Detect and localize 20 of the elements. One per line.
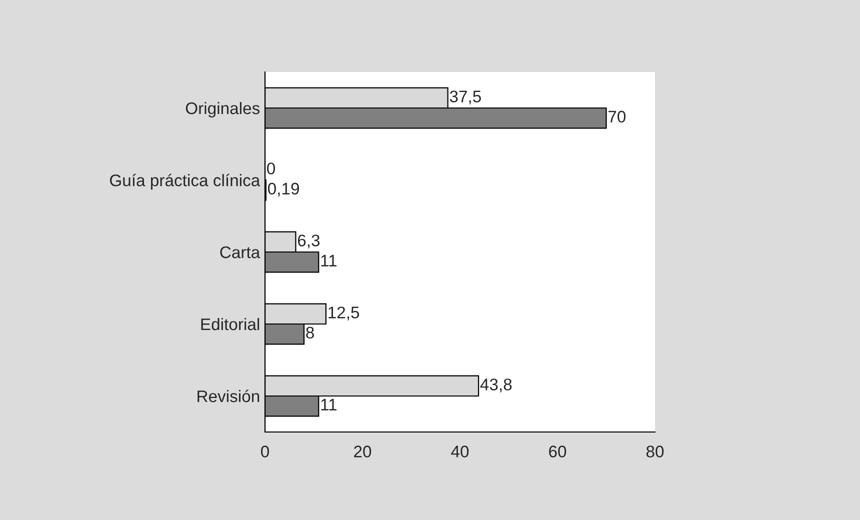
data-label: 11 — [321, 254, 337, 266]
data-label: 0,19 — [268, 182, 299, 197]
y-tick-label: Editorial — [201, 318, 260, 330]
data-label: 8 — [306, 326, 314, 339]
x-tick-label: 0 — [261, 446, 269, 458]
y-tick-label: Originales — [186, 102, 260, 118]
data-label: 12,5 — [328, 306, 360, 320]
x-tick-label: 40 — [451, 446, 469, 458]
data-label: 37,5 — [450, 90, 481, 104]
x-tick-label: 80 — [646, 446, 664, 458]
data-label: 43,8 — [480, 378, 512, 392]
y-tick-label: Guía práctica clínica — [110, 174, 260, 190]
x-tick-label: 60 — [549, 446, 566, 458]
data-label: 0 — [267, 162, 276, 174]
data-label: 70 — [608, 110, 626, 123]
x-tick-label: 20 — [354, 446, 372, 458]
y-tick-label: Revisión — [198, 390, 260, 402]
data-label: 11 — [321, 398, 337, 410]
data-label: 6,3 — [298, 234, 320, 248]
y-tick-label: Carta — [220, 246, 260, 258]
